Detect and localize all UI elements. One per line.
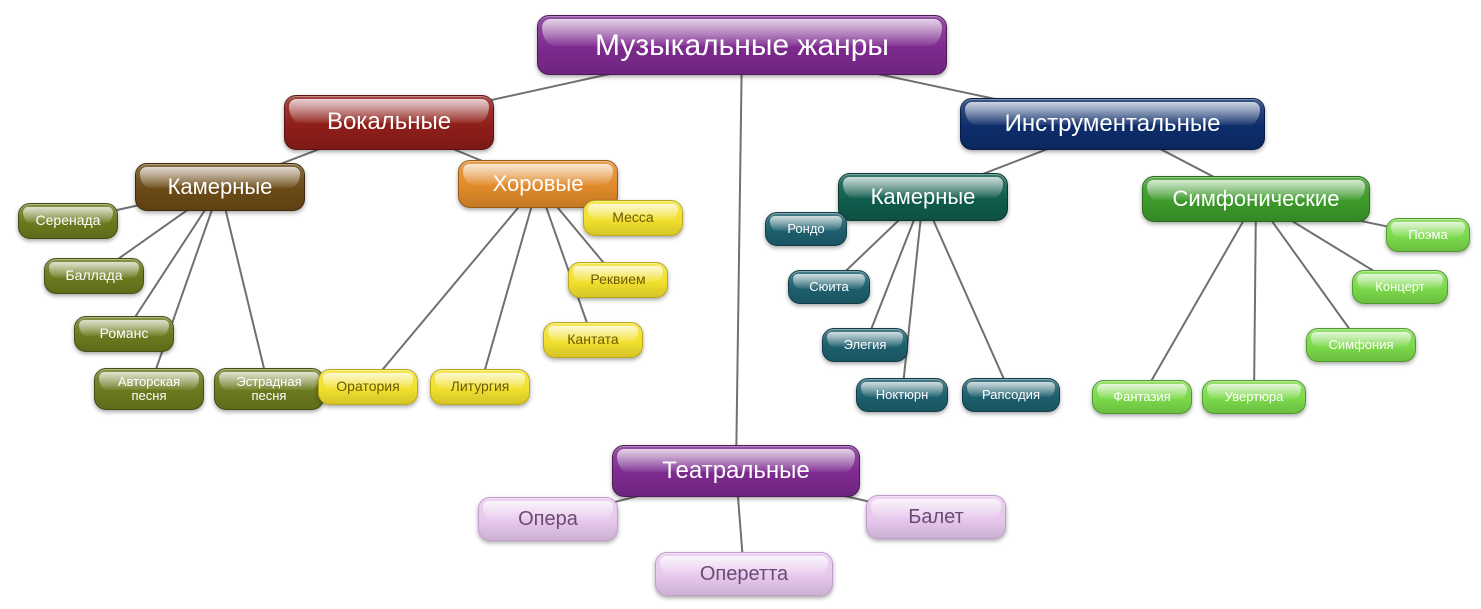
node-label: Камерные <box>168 175 273 199</box>
node-label: Рондо <box>787 222 824 236</box>
node-label: Оратория <box>336 379 399 394</box>
node-label: Инструментальные <box>1005 111 1221 137</box>
node-label: Симфонические <box>1173 187 1340 211</box>
node-label: Симфония <box>1329 338 1394 352</box>
node-mass: Месса <box>583 200 683 236</box>
node-label: Хоровые <box>493 172 584 196</box>
node-nocturne: Ноктюрн <box>856 378 948 412</box>
node-label: Кантата <box>567 332 618 347</box>
node-symphony: Симфония <box>1306 328 1416 362</box>
node-liturgy: Литургия <box>430 369 530 405</box>
node-label: Театральные <box>662 458 810 484</box>
node-ballet: Балет <box>866 495 1006 539</box>
node-theatrical: Театральные <box>612 445 860 497</box>
node-oratorio: Оратория <box>318 369 418 405</box>
node-root: Музыкальные жанры <box>537 15 947 75</box>
edge <box>368 184 538 387</box>
edge-layer <box>0 0 1481 609</box>
node-label: Камерные <box>871 185 976 209</box>
node-label: Поэма <box>1408 228 1447 242</box>
node-label: Концерт <box>1375 280 1424 294</box>
node-label: Рапсодия <box>982 388 1040 402</box>
mindmap-stage: Музыкальные жанры Вокальные Инструментальн… <box>0 0 1481 609</box>
node-vocal: Вокальные <box>284 95 494 150</box>
edge <box>902 197 923 395</box>
node-label: Фантазия <box>1113 390 1170 404</box>
node-label: Элегия <box>844 338 887 352</box>
edge <box>1254 199 1256 397</box>
node-romance: Романс <box>74 316 174 352</box>
node-serenade: Серенада <box>18 203 118 239</box>
node-label: Романс <box>100 326 149 341</box>
edge <box>480 184 538 387</box>
node-opera: Опера <box>478 497 618 541</box>
edge <box>220 187 269 389</box>
node-concerto: Концерт <box>1352 270 1448 304</box>
node-i_chamber: Камерные <box>838 173 1008 221</box>
node-poem: Поэма <box>1386 218 1470 252</box>
node-label: Оперетта <box>700 563 788 585</box>
node-label: Музыкальные жанры <box>595 29 889 62</box>
node-ballad: Баллада <box>44 258 144 294</box>
edge <box>923 197 1011 395</box>
edge <box>1142 199 1256 397</box>
node-label: Опера <box>518 508 578 530</box>
node-label: Реквием <box>590 272 645 287</box>
node-label: Увертюра <box>1225 390 1284 404</box>
node-fantasia: Фантазия <box>1092 380 1192 414</box>
node-overture: Увертюра <box>1202 380 1306 414</box>
node-rondo: Рондо <box>765 212 847 246</box>
node-label: Авторская песня <box>118 375 180 404</box>
node-i_symph: Симфонические <box>1142 176 1370 222</box>
node-label: Ноктюрн <box>876 388 929 402</box>
node-label: Баллада <box>65 268 122 283</box>
node-elegy: Элегия <box>822 328 908 362</box>
node-label: Литургия <box>451 379 510 394</box>
node-operetta: Оперетта <box>655 552 833 596</box>
node-label: Вокальные <box>327 109 451 135</box>
node-rhapsody: Рапсодия <box>962 378 1060 412</box>
node-label: Сюита <box>809 280 848 294</box>
node-v_chamber: Камерные <box>135 163 305 211</box>
edge <box>736 45 742 471</box>
node-requiem: Реквием <box>568 262 668 298</box>
node-label: Балет <box>908 506 964 528</box>
edge <box>149 187 220 389</box>
node-label: Серенада <box>36 213 101 228</box>
node-cantata: Кантата <box>543 322 643 358</box>
node-label: Эстрадная песня <box>236 375 301 404</box>
node-pop: Эстрадная песня <box>214 368 324 410</box>
node-author: Авторская песня <box>94 368 204 410</box>
node-label: Месса <box>612 210 653 225</box>
node-instr: Инструментальные <box>960 98 1265 150</box>
node-suite: Сюита <box>788 270 870 304</box>
